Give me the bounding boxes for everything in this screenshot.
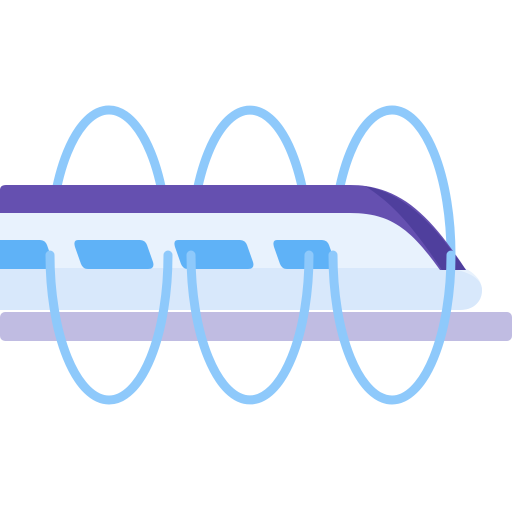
window-2 bbox=[74, 240, 153, 269]
window-3 bbox=[174, 240, 253, 269]
window-1 bbox=[0, 240, 53, 269]
train-body bbox=[0, 185, 482, 310]
train-body-lower bbox=[0, 268, 482, 310]
guideway-rail bbox=[0, 312, 512, 341]
